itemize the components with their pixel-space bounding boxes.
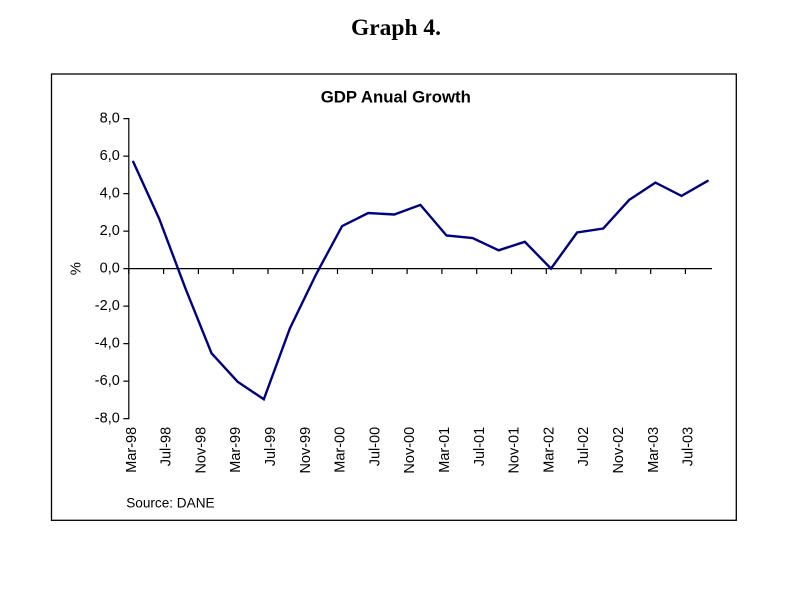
svg-text:Jul-01: Jul-01 xyxy=(472,427,488,467)
svg-text:GDP Anual Growth: GDP Anual Growth xyxy=(321,88,471,107)
svg-text:-4,0: -4,0 xyxy=(95,336,120,352)
svg-text:Mar-00: Mar-00 xyxy=(333,427,349,473)
svg-text:Mar-98: Mar-98 xyxy=(124,427,140,473)
svg-text:Jul-03: Jul-03 xyxy=(681,427,697,467)
svg-text:Mar-99: Mar-99 xyxy=(228,427,244,473)
svg-text:0,0: 0,0 xyxy=(100,261,120,277)
svg-text:-8,0: -8,0 xyxy=(95,411,120,427)
svg-text:Graph 4.: Graph 4. xyxy=(351,15,441,41)
svg-text:Nov-01: Nov-01 xyxy=(507,427,523,474)
svg-text:6,0: 6,0 xyxy=(100,148,120,164)
svg-text:Nov-00: Nov-00 xyxy=(402,427,418,474)
svg-text:Jul-99: Jul-99 xyxy=(263,427,279,467)
svg-text:-2,0: -2,0 xyxy=(95,298,120,314)
svg-text:-6,0: -6,0 xyxy=(95,373,120,389)
svg-text:2,0: 2,0 xyxy=(100,223,120,239)
svg-text:Nov-99: Nov-99 xyxy=(298,427,314,474)
svg-text:Jul-00: Jul-00 xyxy=(367,427,383,467)
svg-text:Mar-01: Mar-01 xyxy=(437,427,453,473)
svg-text:Source: DANE: Source: DANE xyxy=(126,495,214,510)
svg-text:%: % xyxy=(69,262,85,275)
svg-text:Jul-98: Jul-98 xyxy=(159,427,175,467)
svg-text:4,0: 4,0 xyxy=(100,186,120,202)
svg-text:Mar-03: Mar-03 xyxy=(646,427,662,473)
svg-text:8,0: 8,0 xyxy=(100,111,120,127)
svg-text:Jul-02: Jul-02 xyxy=(576,427,592,467)
svg-text:Mar-02: Mar-02 xyxy=(541,427,557,473)
svg-text:Nov-98: Nov-98 xyxy=(193,427,209,474)
svg-text:Nov-02: Nov-02 xyxy=(611,427,627,474)
